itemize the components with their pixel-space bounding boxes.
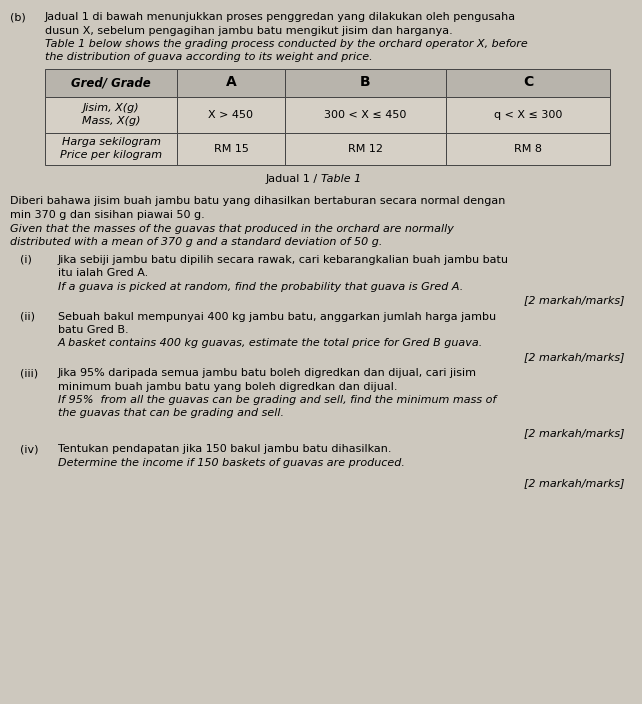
Text: Jadual 1 di bawah menunjukkan proses penggredan yang dilakukan oleh pengusaha: Jadual 1 di bawah menunjukkan proses pen… <box>45 12 516 22</box>
Text: the guavas that can be grading and sell.: the guavas that can be grading and sell. <box>58 408 284 418</box>
Text: Jadual 1 /: Jadual 1 / <box>265 175 321 184</box>
Text: Harga sekilogram
Price per kilogram: Harga sekilogram Price per kilogram <box>60 137 162 160</box>
Bar <box>177 132 285 165</box>
Text: [2 markah/marks]: [2 markah/marks] <box>525 352 625 362</box>
Text: (b): (b) <box>10 12 26 22</box>
Bar <box>177 68 285 96</box>
Bar <box>177 96 285 132</box>
Text: If a guava is picked at random, find the probability that guava is Gred A.: If a guava is picked at random, find the… <box>58 282 464 292</box>
Text: [2 markah/marks]: [2 markah/marks] <box>525 429 625 439</box>
Bar <box>45 96 177 132</box>
Bar <box>285 68 446 96</box>
Text: batu Gred B.: batu Gred B. <box>58 325 128 335</box>
Text: RM 12: RM 12 <box>348 144 383 153</box>
Text: Given that the masses of the guavas that produced in the orchard are normally: Given that the masses of the guavas that… <box>10 223 454 234</box>
Text: Jisim, X(g)
Mass, X(g): Jisim, X(g) Mass, X(g) <box>82 103 140 126</box>
Text: (ii): (ii) <box>20 311 35 322</box>
Text: Table 1 below shows the grading process conducted by the orchard operator X, bef: Table 1 below shows the grading process … <box>45 39 528 49</box>
Text: Diberi bahawa jisim buah jambu batu yang dihasilkan bertaburan secara normal den: Diberi bahawa jisim buah jambu batu yang… <box>10 196 505 206</box>
Text: Jika 95% daripada semua jambu batu boleh digredkan dan dijual, cari jisim: Jika 95% daripada semua jambu batu boleh… <box>58 368 477 378</box>
Bar <box>446 132 610 165</box>
Bar <box>45 68 177 96</box>
Bar <box>446 68 610 96</box>
Bar <box>285 132 446 165</box>
Text: Table 1: Table 1 <box>321 175 361 184</box>
Text: minimum buah jambu batu yang boleh digredkan dan dijual.: minimum buah jambu batu yang boleh digre… <box>58 382 397 391</box>
Text: (iii): (iii) <box>20 368 38 378</box>
Text: RM 15: RM 15 <box>214 144 248 153</box>
Text: X > 450: X > 450 <box>209 110 254 120</box>
Text: Tentukan pendapatan jika 150 bakul jambu batu dihasilkan.: Tentukan pendapatan jika 150 bakul jambu… <box>58 444 392 455</box>
Text: dusun X, sebelum pengagihan jambu batu mengikut jisim dan harganya.: dusun X, sebelum pengagihan jambu batu m… <box>45 25 453 35</box>
Bar <box>285 96 446 132</box>
Text: Jika sebiji jambu batu dipilih secara rawak, cari kebarangkalian buah jambu batu: Jika sebiji jambu batu dipilih secara ra… <box>58 255 509 265</box>
Text: the distribution of guava according to its weight and price.: the distribution of guava according to i… <box>45 53 372 63</box>
Text: C: C <box>523 75 533 89</box>
Text: [2 markah/marks]: [2 markah/marks] <box>525 478 625 488</box>
Text: RM 8: RM 8 <box>514 144 542 153</box>
Text: (i): (i) <box>20 255 32 265</box>
Text: min 370 g dan sisihan piawai 50 g.: min 370 g dan sisihan piawai 50 g. <box>10 210 205 220</box>
Bar <box>45 132 177 165</box>
Text: A basket contains 400 kg guavas, estimate the total price for Gred B guava.: A basket contains 400 kg guavas, estimat… <box>58 339 483 348</box>
Bar <box>446 96 610 132</box>
Text: Gred/ Grade: Gred/ Grade <box>71 76 151 89</box>
Text: itu ialah Gred A.: itu ialah Gred A. <box>58 268 148 279</box>
Text: B: B <box>360 75 371 89</box>
Text: distributed with a mean of 370 g and a standard deviation of 50 g.: distributed with a mean of 370 g and a s… <box>10 237 383 247</box>
Text: Sebuah bakul mempunyai 400 kg jambu batu, anggarkan jumlah harga jambu: Sebuah bakul mempunyai 400 kg jambu batu… <box>58 311 496 322</box>
Text: 300 < X ≤ 450: 300 < X ≤ 450 <box>324 110 406 120</box>
Text: [2 markah/marks]: [2 markah/marks] <box>525 296 625 306</box>
Text: (iv): (iv) <box>20 444 39 455</box>
Text: Determine the income if 150 baskets of guavas are produced.: Determine the income if 150 baskets of g… <box>58 458 405 468</box>
Text: A: A <box>225 75 236 89</box>
Text: q < X ≤ 300: q < X ≤ 300 <box>494 110 562 120</box>
Text: If 95%  from all the guavas can be grading and sell, find the minimum mass of: If 95% from all the guavas can be gradin… <box>58 395 496 405</box>
